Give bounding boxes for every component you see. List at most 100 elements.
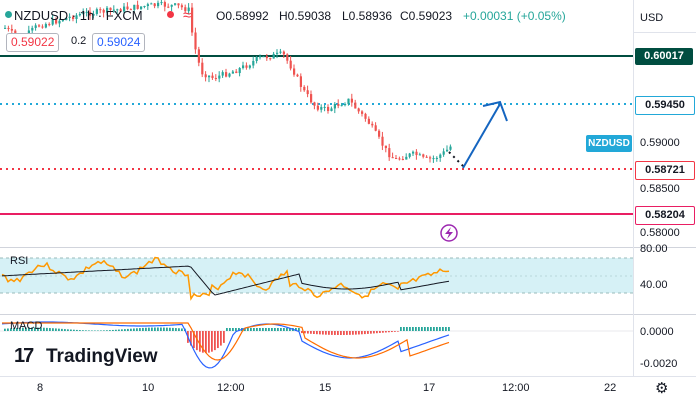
candle-body [442,151,445,155]
candle-body [248,65,251,68]
macd-histogram-bar [148,327,150,331]
candle-body [439,154,442,158]
macd-histogram-bar [331,331,333,335]
symbol-title[interactable]: NZDUSD · 1h · FXCM [14,8,143,23]
candle-body [187,7,190,12]
candle-body [235,71,238,74]
macd-label[interactable]: MACD [10,320,43,332]
macd-histogram-bar [109,330,111,331]
candle-body [269,58,272,60]
macd-histogram-bar [40,327,42,331]
candle-body [228,73,231,77]
macd-histogram-bar [274,328,276,331]
candle-body [262,56,265,58]
macd-tick-0: 0.0000 [640,326,674,338]
candle-body [140,6,143,9]
macd-histogram-bar [139,328,141,331]
macd-histogram-bar [310,331,312,334]
macd-histogram-bar [295,328,297,331]
macd-histogram-bar [235,328,237,331]
pane-divider-rsi[interactable] [0,247,633,248]
candle-body [61,20,64,22]
macd-histogram-bar [127,328,129,331]
time-label-4: 17 [423,382,436,394]
candle-body [136,4,139,9]
candle-body [344,103,347,106]
level-badge-entry: 0.58721 [635,161,695,180]
logo-text: TradingView [46,346,158,367]
macd-histogram-bar [13,328,15,331]
gear-icon[interactable]: ⚙ [655,380,669,397]
candle-body [418,154,421,156]
candle-body [340,105,343,107]
level-badge-resistance: 0.60017 [635,48,693,65]
symbol-badge: NZDUSD [586,135,632,152]
macd-histogram-bar [55,328,57,331]
candle-body [272,53,275,59]
buy-price-button[interactable]: 0.59024 [92,33,146,52]
candle-body [214,78,217,80]
candle-body [259,56,262,58]
macd-histogram-bar [334,331,336,335]
time-axis[interactable]: 8 10 12:00 15 17 12:00 22 ⚙ [0,376,696,401]
macd-histogram-bar [394,331,396,332]
macd-histogram-bar [91,330,93,331]
macd-histogram-bar [124,329,126,331]
candle-body [310,94,313,103]
macd-histogram-bar [220,331,222,346]
candle-body [265,56,268,59]
candle-body [391,157,394,159]
macd-tick-1: -0.0020 [640,358,678,370]
macd-histogram-bar [136,328,138,331]
ohlc-low: L0.58936 [342,9,393,23]
candle-body [361,111,364,114]
sell-price-button[interactable]: 0.59022 [6,33,60,52]
macd-histogram-bar [211,331,213,352]
candle-body [89,11,92,16]
macd-histogram-bar [169,327,171,331]
macd-histogram-bar [262,328,264,331]
candle-body [405,156,408,160]
candle-body [106,7,109,13]
macd-histogram [4,327,450,353]
pane-divider-macd[interactable] [0,314,633,315]
candle-body [408,153,411,157]
macd-histogram-bar [319,331,321,335]
macd-histogram-bar [226,328,228,331]
macd-histogram-bar [253,328,255,331]
indicator-icon[interactable]: ≈ [183,7,192,24]
rsi-label[interactable]: RSI [10,255,29,267]
macd-histogram-bar [31,327,33,331]
candle-body [143,6,146,8]
ohlc-close: C0.59023 [400,9,453,23]
price-axis[interactable]: USD 0.60017 0.59450 0.59000 0.58721 0.58… [633,0,696,376]
rsi-ma-line [1,265,450,296]
candle-body [208,75,211,78]
macd-histogram-bar [97,330,99,331]
macd-histogram-bar [277,328,279,331]
candle-body [293,68,296,75]
macd-histogram-bar [85,330,87,331]
chart-svg[interactable] [0,0,633,376]
macd-histogram-bar [229,328,231,331]
lightning-icon[interactable] [440,224,458,242]
macd-histogram-bar [250,328,252,331]
candle-body [337,103,340,106]
macd-histogram-bar [67,329,69,331]
macd-histogram-bar [64,329,66,331]
projection-arrow[interactable] [448,100,508,169]
macd-histogram-bar [181,328,183,331]
macd-histogram-bar [322,331,324,335]
rsi-tick-0: 80.00 [640,243,668,255]
candle-body [412,151,415,154]
candle-body [279,51,282,53]
candle-body [384,145,387,149]
currency-label[interactable]: USD [640,12,664,24]
level-badge-target: 0.59450 [635,96,695,115]
macd-histogram-bar [256,328,258,331]
rsi-tick-1: 40.00 [640,279,668,291]
chart-area[interactable]: NZDUSD · 1h · FXCM ≈ O0.58992 H0.59038 L… [0,0,633,376]
candle-body [44,24,47,28]
candle-body [112,9,115,11]
candle-body [184,7,187,12]
